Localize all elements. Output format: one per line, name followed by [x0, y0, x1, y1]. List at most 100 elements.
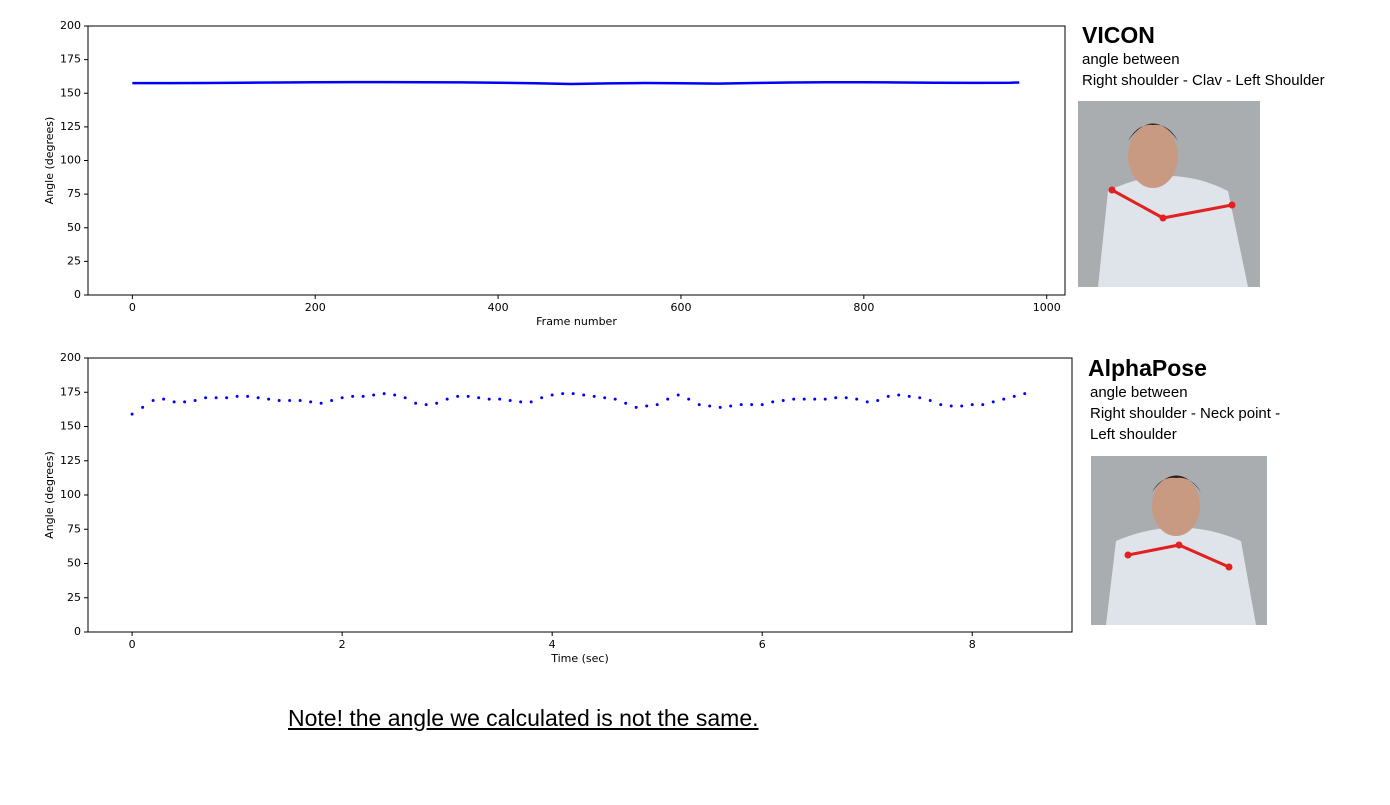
y-tick-label: 200 — [60, 19, 81, 32]
data-point — [351, 394, 355, 398]
data-point — [319, 401, 323, 405]
data-point — [771, 400, 775, 404]
data-point — [393, 393, 397, 397]
data-point — [382, 392, 386, 396]
data-point — [540, 396, 544, 400]
panel-title: VICON — [1082, 22, 1155, 48]
data-point — [823, 397, 827, 401]
data-point — [330, 398, 334, 402]
data-point — [739, 403, 743, 407]
note: Note! the angle we calculated is not the… — [288, 705, 759, 731]
y-tick-label: 150 — [60, 420, 81, 433]
data-point — [1012, 394, 1016, 398]
data-point — [214, 396, 218, 400]
data-line — [132, 80, 1020, 86]
vicon-panel: VICON angle between Right shoulder - Cla… — [1082, 21, 1342, 91]
data-point — [298, 398, 302, 402]
x-tick-label: 600 — [670, 301, 691, 314]
y-tick-label: 200 — [60, 351, 81, 364]
data-point — [844, 396, 848, 400]
data-point — [372, 393, 376, 397]
data-point — [288, 398, 292, 402]
data-point — [183, 400, 187, 404]
data-point — [624, 401, 628, 405]
data-point — [1002, 397, 1006, 401]
data-point — [277, 398, 281, 402]
y-tick-label: 50 — [67, 221, 81, 234]
data-point — [256, 396, 260, 400]
data-point — [529, 400, 533, 404]
data-point — [666, 397, 670, 401]
panel-text: angle between — [1082, 51, 1180, 68]
x-tick-label: 400 — [488, 301, 509, 314]
data-point — [130, 412, 134, 416]
data-point — [309, 400, 313, 404]
data-point — [141, 405, 145, 409]
alphapose-panel: AlphaPose angle between Right shoulder -… — [1088, 354, 1348, 445]
data-point — [267, 397, 271, 401]
data-point — [781, 398, 785, 402]
y-tick-label: 75 — [67, 522, 81, 535]
data-point — [445, 397, 449, 401]
data-point — [162, 397, 166, 401]
x-tick-label: 8 — [969, 638, 976, 651]
data-point — [718, 405, 722, 409]
x-tick-label: 6 — [759, 638, 766, 651]
data-point — [855, 397, 859, 401]
data-point — [760, 403, 764, 407]
y-tick-label: 0 — [74, 625, 81, 638]
data-point — [498, 397, 502, 401]
data-point — [991, 400, 995, 404]
data-point — [865, 400, 869, 404]
data-point — [928, 398, 932, 402]
data-point — [235, 394, 239, 398]
data-point — [960, 404, 964, 408]
data-point — [676, 393, 680, 397]
y-tick-label: 50 — [67, 557, 81, 570]
data-point — [1023, 392, 1027, 396]
data-point — [886, 394, 890, 398]
data-point — [414, 401, 418, 405]
data-point — [687, 397, 691, 401]
x-axis-label: Time (sec) — [550, 652, 609, 665]
data-point — [918, 396, 922, 400]
data-point — [645, 404, 649, 408]
panel-text: Right shoulder - Neck point -Left should… — [1090, 405, 1281, 443]
data-point — [225, 396, 229, 400]
data-point — [508, 398, 512, 402]
panel-text: angle between — [1090, 384, 1188, 401]
y-tick-label: 100 — [60, 154, 81, 167]
data-point — [340, 396, 344, 400]
x-tick-label: 0 — [129, 638, 136, 651]
data-point — [550, 393, 554, 397]
y-tick-label: 100 — [60, 488, 81, 501]
y-tick-label: 125 — [60, 454, 81, 467]
y-tick-label: 75 — [67, 187, 81, 200]
data-point — [813, 397, 817, 401]
data-point — [246, 394, 250, 398]
x-tick-label: 200 — [305, 301, 326, 314]
data-point — [487, 397, 491, 401]
data-point — [802, 397, 806, 401]
y-tick-label: 175 — [60, 53, 81, 66]
data-point — [708, 404, 712, 408]
x-tick-label: 0 — [129, 301, 136, 314]
x-axis-label: Frame number — [536, 315, 617, 328]
y-tick-label: 25 — [67, 591, 81, 604]
data-point — [571, 392, 575, 396]
data-point — [949, 404, 953, 408]
data-point — [424, 403, 428, 407]
data-point — [697, 403, 701, 407]
data-point — [456, 394, 460, 398]
data-point — [582, 393, 586, 397]
data-point — [204, 396, 208, 400]
plot-frame — [87, 357, 1073, 633]
panel-title: AlphaPose — [1088, 355, 1207, 381]
data-point — [939, 403, 943, 407]
y-tick-label: 0 — [74, 288, 81, 301]
plot-frame — [87, 25, 1066, 296]
data-point — [970, 403, 974, 407]
data-point — [151, 398, 155, 402]
photo — [1091, 456, 1267, 625]
